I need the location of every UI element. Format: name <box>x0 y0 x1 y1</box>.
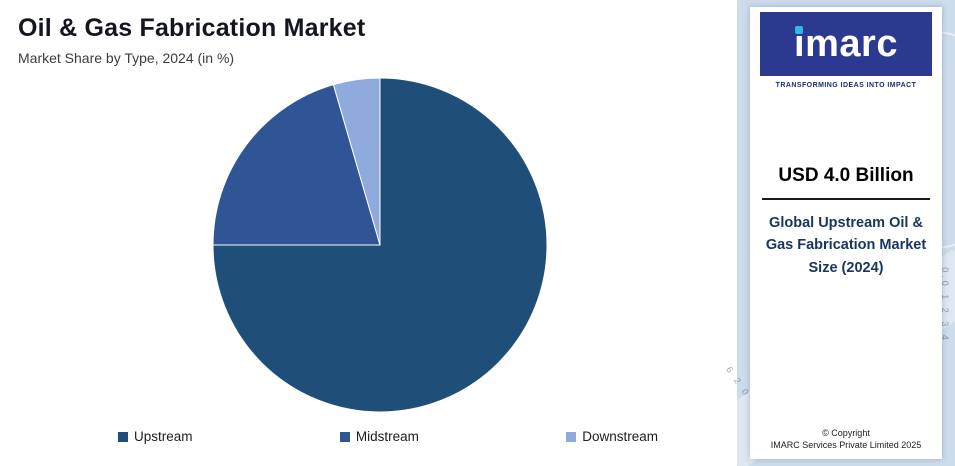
info-card: ı marc TRANSFORMING IDEAS INTO IMPACT US… <box>750 7 942 459</box>
chart-title: Oil & Gas Fabrication Market <box>18 14 366 42</box>
branding-sidebar: 0.0 1 2 3 4 6 2 0 4 8 ı marc TRANSFORMIN… <box>706 0 955 466</box>
imarc-logo-i: ı <box>794 23 806 65</box>
chart-header: Oil & Gas Fabrication Market Market Shar… <box>18 14 718 66</box>
chart-subtitle: Market Share by Type, 2024 (in %) <box>18 50 235 66</box>
imarc-tagline: TRANSFORMING IDEAS INTO IMPACT <box>775 82 917 89</box>
legend-marker-upstream <box>118 431 128 442</box>
legend-item-midstream: Midstream <box>339 429 419 444</box>
pie-chart <box>205 70 555 420</box>
imarc-logo-dot-icon <box>795 26 804 34</box>
legend-item-downstream: Downstream <box>566 429 658 444</box>
pie-svg <box>212 77 548 413</box>
pie-slice-downstream <box>332 77 381 246</box>
legend-marker-midstream <box>339 431 350 442</box>
legend-label-midstream: Midstream <box>355 429 419 444</box>
divider <box>762 198 930 200</box>
legend-marker-downstream <box>566 431 577 442</box>
pie-slice-upstream <box>212 77 548 413</box>
imarc-logo-word: ı marc <box>794 23 898 65</box>
pie-slice-midstream <box>212 84 381 246</box>
legend-label-downstream: Downstream <box>582 429 658 444</box>
market-size-label: Global Upstream Oil & Gas Fabrication Ma… <box>765 215 927 276</box>
imarc-logo: ı marc <box>760 12 932 76</box>
chart-legend: Upstream Midstream Downstream <box>118 429 658 444</box>
copyright: © Copyright IMARC Services Private Limit… <box>771 428 922 450</box>
legend-item-upstream: Upstream <box>118 429 193 444</box>
copyright-line1: © Copyright <box>822 428 870 438</box>
market-size-value: USD 4.0 Billion <box>778 165 914 186</box>
copyright-line2: IMARC Services Private Limited 2025 <box>770 440 922 450</box>
legend-label-upstream: Upstream <box>134 429 193 444</box>
